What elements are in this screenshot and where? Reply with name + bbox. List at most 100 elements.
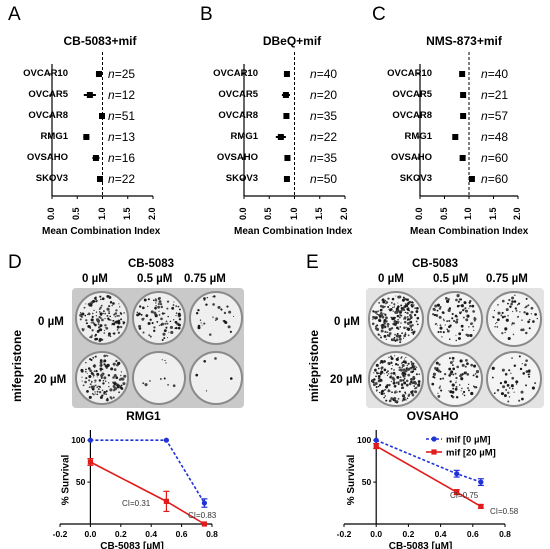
series-point: [163, 498, 169, 504]
ci-panel-c: NMS-873+mif OVCAR10 n=40 OVCAR5 n=21 OVCAR8 n=…: [360, 0, 550, 250]
series-point: [163, 437, 169, 443]
ci-plot-svg: [49, 52, 154, 199]
colony-e-row-0: 0 µM: [334, 316, 360, 328]
ci-x-tick-label: 0.5: [263, 207, 274, 220]
line-title: RMG1: [126, 410, 161, 423]
line-x-label: CB-5083 [µM]: [389, 541, 453, 549]
ci-x-tick-label: 1.5: [487, 207, 498, 220]
line-x-tick-label: 0.2: [115, 529, 127, 539]
ci-n-label: n=22: [108, 172, 136, 186]
ci-x-label: Mean Combination Index: [410, 226, 529, 237]
colony-d-row-1: 20 µM: [34, 374, 67, 386]
ci-row-label: OVCAR5: [28, 89, 68, 100]
line-y-label: % Survival: [60, 454, 71, 505]
series-point: [87, 459, 93, 465]
colony-e-drug: CB-5083: [412, 258, 459, 270]
ci-panel-a: CB-5083+mif OVCAR10 n=25 OVCAR5 n=12 OVCAR8 n=…: [0, 0, 200, 250]
ci-n-label: n=40: [481, 67, 509, 81]
colony-dish: [486, 351, 542, 407]
ci-point: [277, 134, 284, 140]
survival-chart-d: RMG1 -0.2 0.0 0.2 0.4 0.6 0.8 50 100% Survival CB…: [53, 410, 219, 549]
ci-n-label: n=25: [108, 67, 136, 81]
colony-dots: [136, 297, 182, 341]
colony-dots: [80, 354, 127, 402]
ci-x-tick-label: 2.0: [147, 207, 157, 220]
colony-d-conc-1: 0.5 µM: [137, 273, 173, 285]
ci-x-tick-label: 1.5: [313, 207, 324, 220]
ci-row-label: OVCAR10: [387, 68, 432, 79]
ci-annotation: CI=0.31: [122, 499, 151, 508]
line-x-tick-label: 0.6: [176, 529, 188, 539]
ci-panel-b: DBeQ+mif OVCAR10 n=40 OVCAR5 n=20 OVCAR8 n=35 R…: [185, 0, 365, 250]
line-x-label: CB-5083 [µM]: [100, 541, 164, 549]
colony-dots: [142, 359, 176, 388]
ci-n-label: n=60: [481, 172, 509, 186]
colony-dish: [75, 291, 129, 345]
ci-row-label: OVCAR5: [392, 89, 432, 100]
ci-x-tick-label: 1.5: [121, 207, 132, 220]
line-y-tick-label: 100: [71, 435, 85, 445]
colony-dots: [431, 356, 480, 399]
ci-x-label: Mean Combination Index: [234, 226, 353, 237]
legend-label: mif [20 µM]: [446, 448, 496, 459]
ci-x-tick-label: 1.0: [463, 207, 473, 220]
ci-point: [98, 113, 105, 119]
ci-point: [460, 113, 467, 119]
ci-x-tick-label: 2.0: [339, 207, 349, 220]
series-point: [373, 437, 379, 443]
legend-marker: [431, 436, 437, 442]
ci-point: [284, 155, 291, 161]
colony-dish: [368, 351, 424, 407]
line-x-tick-label: 0.0: [370, 529, 382, 539]
ci-row-label: OVSAHO: [26, 152, 68, 163]
line-x-tick-label: -0.2: [337, 529, 352, 539]
ci-row-label: OVCAR10: [23, 68, 68, 79]
ci-annotation: CI=0.58: [490, 507, 519, 516]
series-point: [478, 503, 484, 509]
ci-title: NMS-873+mif: [426, 34, 502, 48]
ci-row-label: OVCAR5: [218, 89, 258, 100]
ci-plot-svg: [417, 52, 519, 199]
series-point: [201, 521, 207, 527]
colony-dots: [79, 295, 126, 343]
line-x-tick-label: 0.0: [84, 529, 96, 539]
colony-dish: [132, 291, 186, 345]
line-y-tick-label: 50: [76, 477, 86, 487]
series-point: [201, 500, 207, 506]
ci-n-label: n=40: [310, 67, 338, 81]
colony-e-side-label: mifepristone: [307, 329, 321, 402]
line-x-tick-label: 0.2: [402, 529, 414, 539]
ci-n-label: n=22: [310, 130, 338, 144]
colony-dish: [368, 291, 424, 347]
colony-d-row-0: 0 µM: [38, 316, 64, 328]
ci-row-label: SKOV3: [225, 173, 258, 184]
line-x-tick-label: 0.8: [206, 529, 218, 539]
colony-dish: [189, 351, 243, 405]
ci-title: DBeQ+mif: [262, 34, 322, 48]
colony-dots: [195, 295, 235, 336]
line-x-tick-label: 0.4: [435, 529, 447, 539]
line-x-tick-label: 0.6: [467, 529, 479, 539]
colony-plate-d: [72, 288, 244, 408]
ci-row-label: OVCAR10: [213, 68, 258, 79]
ci-x-label: Mean Combination Index: [42, 226, 161, 237]
ci-point: [95, 71, 102, 77]
ci-x-tick-label: 0.5: [71, 207, 82, 220]
ci-point: [452, 134, 459, 140]
ci-x-tick-label: 1.0: [96, 207, 107, 220]
ci-point: [459, 155, 466, 161]
legend-label: mif [0 µM]: [446, 435, 491, 446]
ci-x-tick-label: 0.0: [46, 207, 56, 220]
panel-letter-b: B: [200, 4, 213, 25]
line-y-tick-label: 100: [357, 435, 371, 445]
ci-row-label: RMG1: [230, 131, 258, 142]
line-x-tick-label: 0.4: [145, 529, 157, 539]
ci-point: [460, 92, 467, 98]
ci-point: [283, 113, 290, 119]
ci-row-label: SKOV3: [35, 173, 68, 184]
colony-dots: [491, 355, 537, 403]
colony-dish: [486, 291, 542, 347]
ci-point: [83, 134, 90, 140]
ci-row-label: OVSAHO: [216, 152, 258, 163]
colony-dish: [427, 291, 483, 347]
